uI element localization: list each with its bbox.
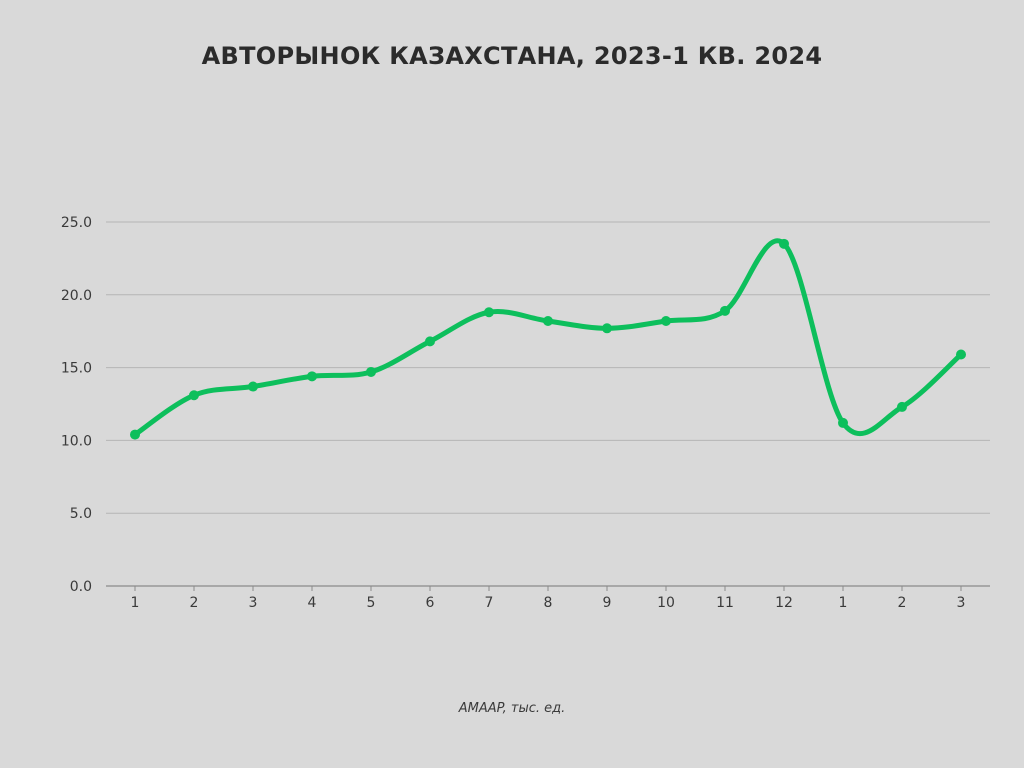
x-tick-label: 2: [898, 595, 907, 611]
x-tick-label: 8: [544, 595, 553, 611]
y-tick-label: 15.0: [61, 361, 92, 377]
data-point: [130, 429, 140, 440]
x-tick-label: 10: [657, 595, 675, 611]
y-tick-label: 0.0: [70, 579, 92, 595]
x-tick-label: 9: [603, 595, 612, 611]
data-point: [543, 316, 553, 327]
gridlines: [106, 221, 990, 587]
data-point: [248, 381, 258, 392]
data-point: [366, 366, 376, 377]
data-point: [838, 417, 848, 428]
source-caption: AMAAP, тыс. ед.: [458, 701, 566, 716]
data-point: [897, 401, 907, 412]
x-tick-label: 6: [426, 595, 435, 611]
y-tick-label: 10.0: [61, 433, 92, 449]
x-axis-tick-labels: 1 2 3 4 5 6 7 8 9 10 11 12 1 2 3: [131, 586, 966, 611]
data-point: [779, 238, 789, 249]
x-tick-label: 1: [131, 595, 140, 611]
data-point: [484, 307, 494, 318]
y-tick-label: 5.0: [70, 506, 92, 522]
x-tick-label: 12: [775, 595, 793, 611]
x-tick-label: 5: [367, 595, 376, 611]
x-tick-label: 3: [957, 595, 966, 611]
series-points: [130, 238, 966, 440]
data-point: [425, 336, 435, 347]
data-point: [189, 390, 199, 401]
data-point: [602, 323, 612, 334]
data-point: [307, 371, 317, 382]
y-axis-tick-labels: 0.0 5.0 10.0 15.0 20.0 25.0: [61, 215, 92, 595]
x-tick-label: 4: [308, 595, 317, 611]
x-tick-label: 7: [485, 595, 494, 611]
y-tick-label: 20.0: [61, 288, 92, 304]
x-tick-label: 11: [716, 595, 734, 611]
chart-title: АВТОРЫНОК КАЗАХСТАНА, 2023-1 КВ. 2024: [201, 42, 823, 70]
data-point: [956, 349, 966, 360]
series-line-path: [132, 238, 964, 438]
x-tick-label: 3: [249, 595, 258, 611]
data-point: [720, 305, 730, 316]
data-point: [661, 316, 671, 327]
x-tick-label: 2: [190, 595, 199, 611]
x-tick-label: 1: [839, 595, 848, 611]
series-line: [132, 238, 964, 438]
y-tick-label: 25.0: [61, 215, 92, 231]
